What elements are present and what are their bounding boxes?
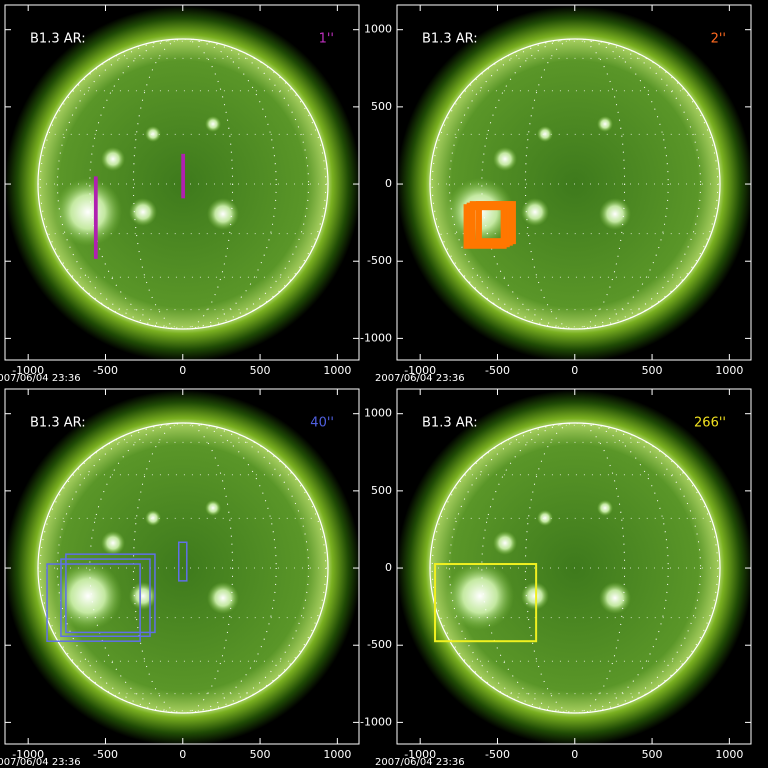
date-label: 2007/06/04 23:36 [0,757,81,768]
x-tick-label: 1000 [323,364,351,377]
active-region [54,562,122,630]
panel-title: B1.3 AR: [30,32,86,47]
active-region [599,198,631,230]
x-tick-label: 500 [250,748,271,761]
active-region [521,582,549,610]
x-tick-label: -1000 [404,364,436,377]
x-tick-label: 0 [571,748,578,761]
longitude-line [524,422,626,714]
longitude-line [481,422,669,714]
active-region [207,582,239,614]
x-tick-label: 1000 [323,748,351,761]
active-region [145,126,161,142]
active-region [493,147,517,171]
panel-title: B1.3 AR: [422,416,478,431]
x-tick-label: 0 [179,364,186,377]
x-tick-label: 1000 [715,364,743,377]
fov-box [475,201,516,245]
longitude-line [481,38,669,330]
longitude-line [431,422,719,714]
panel: -1000 -500 0 500 1000 B1.3 AR: 1'' 2007/06/04 2… [0,4,360,384]
date-label: 2007/06/04 23:36 [0,373,81,384]
x-tick-label: 500 [250,364,271,377]
sun-image [397,6,751,360]
panel: -1000 -500 0 500 1000 -1000 -500 0 500 1000 B1.3 A… [360,388,752,768]
y-tick-label: 0 [385,561,392,574]
longitude-line [431,38,719,330]
date-label: 2007/06/04 23:36 [375,373,465,384]
longitude-line [89,38,277,330]
x-tick-label: 0 [179,748,186,761]
panel: -1000 -500 0 500 1000 B1.3 AR: 40'' 2007/06/04 … [0,388,360,768]
active-region [101,531,125,555]
sun-image [397,390,751,744]
active-region [129,582,157,610]
y-tick-label: -1000 [360,331,392,344]
x-tick-label: -1000 [404,748,436,761]
panel: -1000 -500 0 500 1000 -1000 -500 0 500 1000 B1.3 A… [360,4,752,384]
sun-image [5,390,359,744]
longitude-line [39,422,327,714]
longitude-line [524,38,626,330]
panel-title: B1.3 AR: [422,32,478,47]
x-tick-label: -500 [485,748,510,761]
active-region [205,116,221,132]
fov-box [65,553,156,634]
active-region [205,500,221,516]
active-region [145,510,161,526]
active-region [101,147,125,171]
fov-label: 2'' [711,32,726,47]
active-region [493,531,517,555]
plot-frame [4,388,360,745]
fov-label: 266'' [694,416,726,431]
x-tick-label: -500 [93,748,118,761]
longitude-line [132,422,234,714]
x-tick-label: 0 [571,364,578,377]
plot-frame [4,4,360,361]
active-region [521,198,549,226]
fov-label: 1'' [319,32,334,47]
active-region [537,126,553,142]
plot-frame [396,4,752,361]
y-tick-label: 1000 [364,407,392,420]
longitude-line [56,422,310,714]
active-region [537,510,553,526]
active-region [129,198,157,226]
active-region [599,582,631,614]
x-tick-label: -1000 [12,364,44,377]
fov-box [181,153,186,199]
active-region [54,178,122,246]
x-tick-label: 500 [642,364,663,377]
y-tick-label: 500 [371,100,392,113]
longitude-line [89,422,277,714]
fov-box [60,558,151,638]
fov-box [46,563,141,642]
x-tick-label: -500 [93,364,118,377]
y-tick-label: -500 [367,638,392,651]
longitude-line [39,38,327,330]
y-tick-label: 500 [371,484,392,497]
active-region [446,562,514,630]
plot-frame [396,388,752,745]
active-region [207,198,239,230]
x-tick-label: 1000 [715,748,743,761]
x-tick-label: 500 [642,748,663,761]
y-tick-label: -1000 [360,715,392,728]
panel-title: B1.3 AR: [30,416,86,431]
longitude-line [56,38,310,330]
y-tick-label: 1000 [364,23,392,36]
y-tick-label: 0 [385,177,392,190]
y-tick-label: -500 [367,254,392,267]
fov-label: 40'' [310,416,334,431]
x-tick-label: -1000 [12,748,44,761]
fov-box [93,176,98,259]
fov-box [178,541,188,582]
fov-box [434,563,538,643]
date-label: 2007/06/04 23:36 [375,757,465,768]
x-tick-label: -500 [485,364,510,377]
active-region [597,500,613,516]
longitude-line [132,38,234,330]
active-region [597,116,613,132]
